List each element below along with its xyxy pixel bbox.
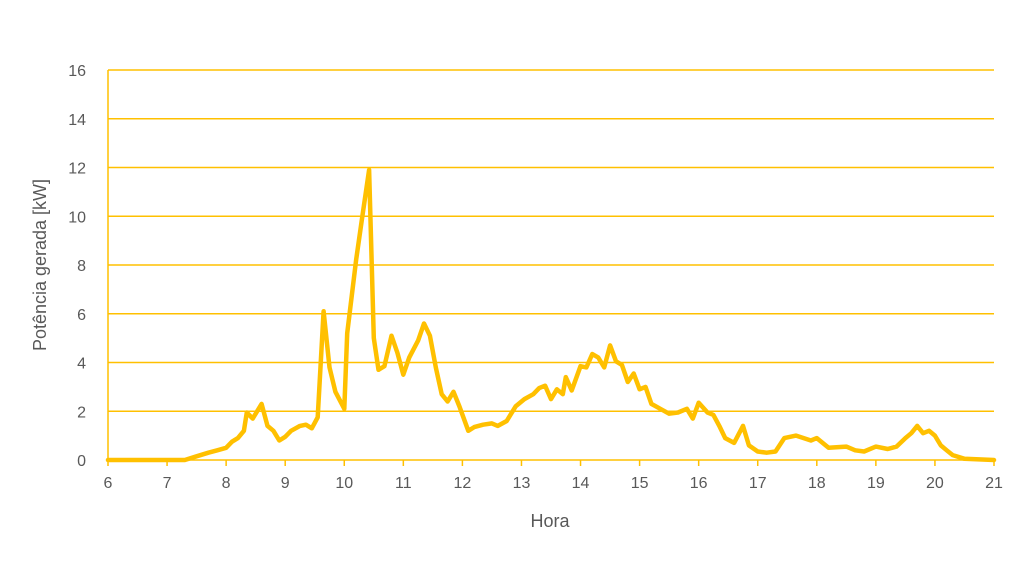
x-tick-label: 13 xyxy=(513,475,531,492)
x-tick-label: 7 xyxy=(163,475,172,492)
y-axis-title: Potência gerada [kW] xyxy=(30,179,50,351)
x-tick-label: 8 xyxy=(222,475,231,492)
y-tick-label: 0 xyxy=(77,453,86,470)
y-tick-label: 12 xyxy=(68,161,86,178)
series xyxy=(105,167,997,463)
x-tick-label: 10 xyxy=(335,475,353,492)
y-tick-label: 10 xyxy=(68,209,86,226)
x-tick-label: 16 xyxy=(690,475,708,492)
tick-labels: 0 2 4 6 8 10 12 14 16 6 7 8 9 10 11 12 13 14 15 16 17 18 19 20 2… xyxy=(68,63,1003,492)
y-tick-label: 14 xyxy=(68,112,86,129)
y-tick-label: 4 xyxy=(77,356,86,373)
x-tick-label: 11 xyxy=(395,475,412,492)
x-tick-label: 18 xyxy=(808,475,826,492)
series-line-0 xyxy=(105,167,997,463)
gridlines xyxy=(108,69,994,461)
x-tick-label: 6 xyxy=(104,475,113,492)
y-tick-label: 6 xyxy=(77,307,86,324)
x-tick-label: 17 xyxy=(749,475,767,492)
y-tick-label: 16 xyxy=(68,63,86,80)
x-tick-label: 14 xyxy=(572,475,590,492)
y-tick-label: 2 xyxy=(77,404,86,421)
x-tick-label: 12 xyxy=(454,475,472,492)
x-tick-label: 9 xyxy=(281,475,290,492)
x-tick-label: 15 xyxy=(631,475,649,492)
x-tick-label: 19 xyxy=(867,475,885,492)
y-tick-label: 8 xyxy=(77,258,86,275)
x-axis-title: Hora xyxy=(530,511,570,531)
axes xyxy=(107,70,995,466)
x-tick-label: 21 xyxy=(985,475,1003,492)
x-tick-label: 20 xyxy=(926,475,944,492)
